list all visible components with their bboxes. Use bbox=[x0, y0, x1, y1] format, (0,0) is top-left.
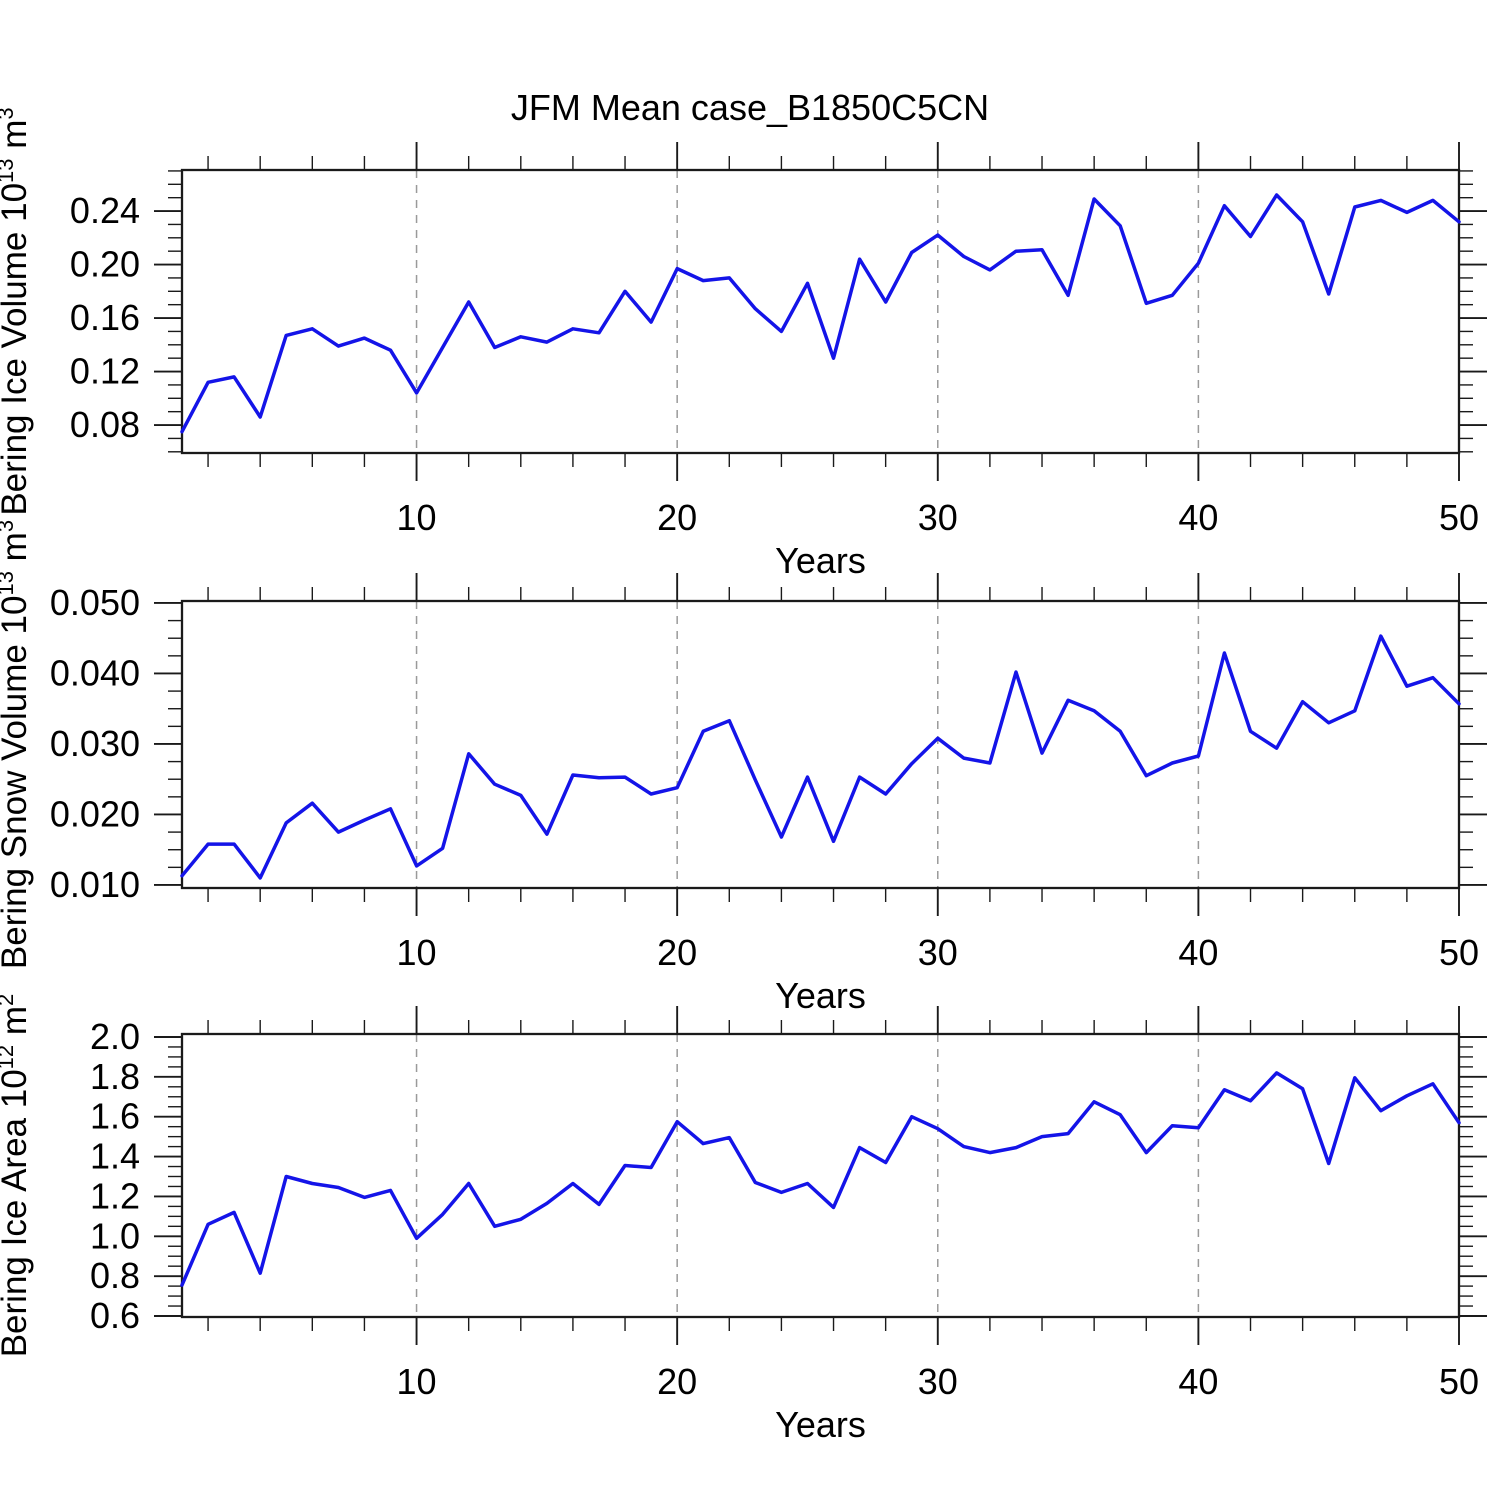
panel-1-y-tick-label: 0.16 bbox=[70, 297, 140, 338]
panel-2-x-tick-label: 50 bbox=[1439, 932, 1479, 973]
panel-2-y-axis-title: Bering Snow Volume 1013 m3 bbox=[0, 520, 34, 969]
panel-2-x-axis-title: Years bbox=[775, 975, 866, 1016]
bering-ice-volume-line bbox=[180, 193, 1461, 434]
panel-2-x-tick-label: 10 bbox=[397, 932, 437, 973]
panel-3-y-tick-label: 0.8 bbox=[90, 1255, 140, 1296]
panel-2-x-tick-label: 30 bbox=[918, 932, 958, 973]
panel-1-y-tick-label: 0.12 bbox=[70, 351, 140, 392]
bering-snow-volume-line bbox=[180, 634, 1461, 880]
panel-1-x-tick-label: 40 bbox=[1178, 497, 1218, 538]
panel-3-x-tick-label: 40 bbox=[1178, 1361, 1218, 1402]
panel-1-x-axis-title: Years bbox=[775, 540, 866, 581]
panel-3-x-tick-label: 10 bbox=[397, 1361, 437, 1402]
panel-3-y-tick-label: 1.2 bbox=[90, 1175, 140, 1216]
panel-3-x-tick-label: 30 bbox=[918, 1361, 958, 1402]
panel-3-x-tick-label: 50 bbox=[1439, 1361, 1479, 1402]
panel-2-frame bbox=[180, 599, 1461, 890]
panel-1-y-tick-label: 0.24 bbox=[70, 190, 140, 231]
panel-1-frame bbox=[180, 168, 1461, 455]
panel-2-x-tick-label: 40 bbox=[1178, 932, 1218, 973]
panel-2-y-tick-label: 0.040 bbox=[50, 652, 140, 693]
panel-3-x-axis-title: Years bbox=[775, 1404, 866, 1445]
panel-1-y-axis-title: Bering Ice Volume 1013 m3 bbox=[0, 107, 34, 515]
panel-1-y-tick-label: 0.20 bbox=[70, 244, 140, 285]
panel-3-y-tick-label: 1.0 bbox=[90, 1215, 140, 1256]
bering-ice-area-line bbox=[180, 1071, 1461, 1287]
panel-3-x-tick-label: 20 bbox=[657, 1361, 697, 1402]
panel-3-y-tick-label: 1.8 bbox=[90, 1056, 140, 1097]
panel-3-y-tick-label: 1.4 bbox=[90, 1136, 140, 1177]
panel-3-y-tick-label: 1.6 bbox=[90, 1096, 140, 1137]
panel-3-frame bbox=[180, 1032, 1461, 1319]
panel-2-x-tick-label: 20 bbox=[657, 932, 697, 973]
panel-1-x-tick-label: 50 bbox=[1439, 497, 1479, 538]
panel-2-y-tick-label: 0.020 bbox=[50, 793, 140, 834]
panel-3-y-tick-label: 2.0 bbox=[90, 1016, 140, 1057]
panel-1-x-tick-label: 20 bbox=[657, 497, 697, 538]
panel-2-y-tick-label: 0.050 bbox=[50, 582, 140, 623]
panel-2-y-tick-label: 0.030 bbox=[50, 723, 140, 764]
panel-2-y-tick-label: 0.010 bbox=[50, 864, 140, 905]
panel-3-y-tick-label: 0.6 bbox=[90, 1295, 140, 1336]
panel-1-x-tick-label: 10 bbox=[397, 497, 437, 538]
figure-title: JFM Mean case_B1850C5CN bbox=[511, 87, 989, 128]
panel-3-y-axis-title: Bering Ice Area 1012 m2 bbox=[0, 994, 34, 1358]
panel-1-y-tick-label: 0.08 bbox=[70, 404, 140, 445]
panel-1-x-tick-label: 30 bbox=[918, 497, 958, 538]
